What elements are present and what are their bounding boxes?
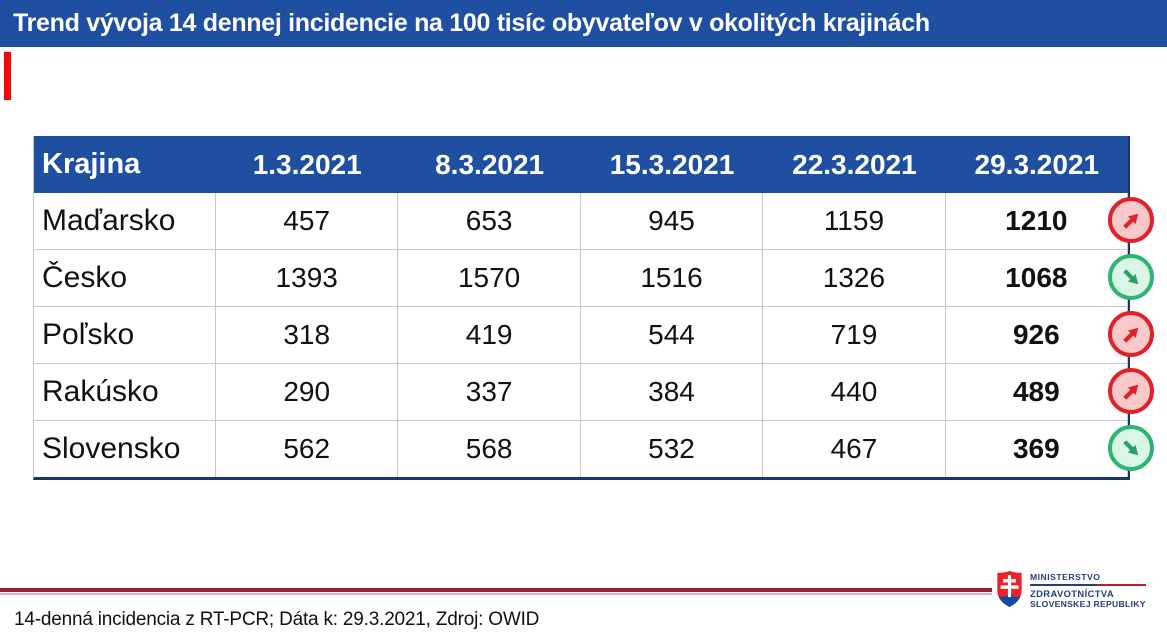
value-cell-latest: 369	[946, 421, 1129, 477]
value-cell: 562	[216, 421, 399, 477]
value-cell: 290	[216, 364, 399, 420]
value-cell-latest: 1210	[946, 193, 1129, 249]
diagonal-arrow-icon	[1122, 327, 1138, 343]
value-cell: 318	[216, 307, 399, 363]
table-row: Poľsko 318 419 544 719 926	[34, 307, 1154, 364]
diagonal-arrow-icon	[1122, 439, 1138, 455]
column-header-date-5: 29.3.2021	[974, 148, 1100, 180]
diagonal-arrow-icon	[1122, 384, 1138, 400]
table-row: Maďarsko 457 653 945 1159 1210	[34, 193, 1154, 250]
column-header-date-1: 1.3.2021	[252, 148, 362, 180]
country-cell: Poľsko	[34, 307, 216, 363]
column-header-date-2: 8.3.2021	[435, 148, 545, 180]
red-accent-bar	[4, 52, 11, 100]
value-cell: 945	[581, 193, 764, 249]
incidence-table: Krajina 1.3.2021 8.3.2021 15.3.2021 22.3…	[33, 136, 1154, 480]
ministry-name-line2: ZDRAVOTNÍCTVA	[1030, 588, 1115, 599]
table-row: Rakúsko 290 337 384 440 489	[34, 364, 1154, 421]
value-cell: 384	[581, 364, 764, 420]
value-cell: 532	[581, 421, 764, 477]
value-cell: 467	[763, 421, 946, 477]
value-cell: 1326	[763, 250, 946, 306]
value-cell: 719	[763, 307, 946, 363]
page-title: Trend vývoja 14 dennej incidencie na 100…	[13, 9, 930, 37]
country-cell: Česko	[34, 250, 216, 306]
column-header-country: Krajina	[42, 148, 141, 180]
table-header-row: Krajina 1.3.2021 8.3.2021 15.3.2021 22.3…	[34, 136, 1128, 193]
ministry-name-line1: MINISTERSTVO	[1030, 572, 1101, 582]
country-cell: Rakúsko	[34, 364, 216, 420]
footer-note: 14-denná incidencia z RT-PCR; Dáta k: 29…	[14, 609, 540, 630]
value-cell: 653	[398, 193, 581, 249]
trend-arrow-icon	[1108, 368, 1154, 414]
table-row: Slovensko 562 568 532 467 369	[34, 421, 1154, 477]
trend-arrow-icon	[1108, 311, 1154, 357]
value-cell: 419	[398, 307, 581, 363]
diagonal-arrow-icon	[1122, 213, 1138, 229]
value-cell: 1570	[398, 250, 581, 306]
value-cell-latest: 489	[946, 364, 1129, 420]
trend-arrow-icon	[1108, 197, 1154, 243]
value-cell-latest: 1068	[946, 250, 1129, 306]
value-cell: 337	[398, 364, 581, 420]
value-cell: 457	[216, 193, 399, 249]
country-cell: Slovensko	[34, 421, 216, 477]
column-header-date-4: 22.3.2021	[792, 148, 917, 180]
ministry-name-line3: SLOVENSKEJ REPUBLIKY	[1030, 599, 1146, 609]
value-cell: 1159	[763, 193, 946, 249]
value-cell: 440	[763, 364, 946, 420]
country-cell: Maďarsko	[34, 193, 216, 249]
diagonal-arrow-icon	[1122, 268, 1138, 284]
trend-arrow-icon	[1108, 254, 1154, 300]
value-cell: 544	[581, 307, 764, 363]
trend-arrow-icon	[1108, 425, 1154, 471]
value-cell: 1516	[581, 250, 764, 306]
column-header-date-3: 15.3.2021	[609, 148, 735, 180]
footer-divider-line	[0, 588, 992, 595]
logo-divider	[1030, 584, 1146, 586]
ministry-name: MINISTERSTVO ZDRAVOTNÍCTVA SLOVENSKEJ RE…	[1030, 569, 1146, 609]
slovak-coat-of-arms-icon	[997, 571, 1022, 607]
value-cell: 568	[398, 421, 581, 477]
title-bar: Trend vývoja 14 dennej incidencie na 100…	[0, 0, 1167, 47]
ministry-logo: MINISTERSTVO ZDRAVOTNÍCTVA SLOVENSKEJ RE…	[996, 569, 1146, 609]
value-cell: 1393	[216, 250, 399, 306]
value-cell-latest: 926	[946, 307, 1129, 363]
table-row: Česko 1393 1570 1516 1326 1068	[34, 250, 1154, 307]
